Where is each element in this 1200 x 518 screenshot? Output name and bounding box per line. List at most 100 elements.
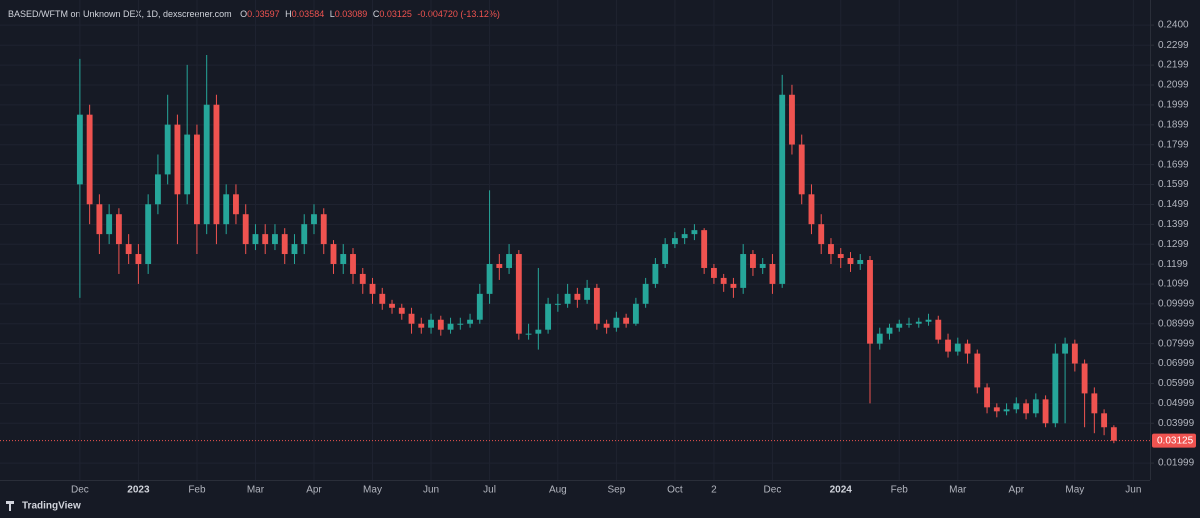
candle-body <box>320 214 327 245</box>
candle-body <box>623 317 630 324</box>
x-tick-label: Apr <box>1009 485 1025 496</box>
y-tick-label: 0.1499 <box>1158 199 1189 210</box>
candle-body <box>447 323 454 330</box>
candle-body <box>1062 343 1069 354</box>
candle-body <box>954 343 961 352</box>
candle-body <box>574 293 581 300</box>
candle-body <box>476 293 483 320</box>
candle-body <box>750 254 756 268</box>
y-tick-label: 0.1399 <box>1158 219 1189 230</box>
candle-body <box>145 204 152 264</box>
x-tick-label: Feb <box>891 485 909 496</box>
candle-body <box>584 287 591 300</box>
candle-body <box>1091 393 1098 414</box>
candle-body <box>379 293 386 304</box>
x-tick-label: 2 <box>711 485 717 496</box>
candle-body <box>867 260 873 344</box>
candle-body <box>1003 409 1010 412</box>
logo <box>6 501 14 511</box>
candle-body <box>876 333 883 344</box>
y-tick-label: 0.06999 <box>1158 358 1195 369</box>
candle-body <box>759 263 766 268</box>
candle-body <box>710 267 717 278</box>
y-tick-label: 0.05999 <box>1158 378 1195 389</box>
candle-body <box>252 234 259 245</box>
candle-body <box>418 323 425 328</box>
open-key: O <box>240 9 247 19</box>
candle-body <box>1081 363 1088 394</box>
high-value: 0.03584 <box>292 9 325 19</box>
candle-body <box>233 194 239 215</box>
candle-body <box>642 283 649 304</box>
candles <box>76 54 1117 444</box>
candle-body <box>506 254 513 268</box>
watermark: TradingView <box>22 501 81 512</box>
candle-body <box>691 230 698 235</box>
candle-body <box>701 230 708 268</box>
y-tick-label: 0.1899 <box>1158 119 1189 130</box>
candle-body <box>194 134 200 225</box>
candle-body <box>564 293 571 304</box>
candle-body <box>457 323 464 325</box>
candle-body <box>681 234 688 239</box>
y-tick-label: 0.08999 <box>1158 318 1195 329</box>
candle-body <box>223 194 230 225</box>
y-tick-label: 0.1799 <box>1158 139 1189 150</box>
y-tick-label: 0.2299 <box>1158 40 1189 51</box>
candle-body <box>135 254 142 264</box>
candle-body <box>1110 427 1117 441</box>
y-tick-label: 0.04999 <box>1158 398 1195 409</box>
y-tick-label: 0.1199 <box>1158 259 1188 270</box>
candle-body <box>828 244 834 255</box>
x-tick-label: May <box>1065 485 1084 496</box>
candle-body <box>554 303 561 305</box>
candle-body <box>974 353 981 388</box>
candle-body <box>603 323 610 328</box>
candle-body <box>798 144 805 195</box>
x-tick-label: Feb <box>188 485 206 496</box>
candle-body <box>398 307 405 314</box>
candle-body <box>291 244 298 255</box>
x-tick-label: Jun <box>423 485 439 496</box>
y-tick-label: 0.1099 <box>1158 279 1189 290</box>
close-key: C <box>373 9 380 19</box>
candle-body <box>164 124 171 175</box>
candle-body <box>389 303 395 308</box>
y-tick-label: 0.1699 <box>1158 159 1189 170</box>
y-tick-label: 0.1999 <box>1158 100 1189 111</box>
candle-body <box>359 273 366 284</box>
low-key: L <box>330 9 335 19</box>
candle-body <box>593 287 600 324</box>
candle-body <box>993 407 1000 412</box>
candle-body <box>1032 399 1039 414</box>
symbol: BASED/WFTM on Unknown DEX, 1D, dexscreen… <box>8 9 232 19</box>
candle-body <box>671 238 678 245</box>
candle-body <box>272 234 278 245</box>
y-tick-label: 0.03999 <box>1158 418 1195 429</box>
candle-body <box>515 254 522 334</box>
x-tick-label: Sep <box>607 485 625 496</box>
high-key: H <box>285 9 292 19</box>
y-tick-label: 0.2400 <box>1158 20 1189 31</box>
candle-body <box>467 319 473 324</box>
x-tick-label: Apr <box>306 485 322 496</box>
candle-body <box>408 313 415 324</box>
candle-body <box>428 319 434 328</box>
candle-body <box>496 263 503 268</box>
candle-body <box>340 254 347 264</box>
candle-body <box>535 329 542 334</box>
candle-body <box>613 317 620 328</box>
candle-body <box>906 323 912 325</box>
candle-body <box>174 124 181 195</box>
candle-body <box>125 244 132 255</box>
y-tick-label: 0.1599 <box>1158 179 1189 190</box>
candle-body <box>769 263 776 284</box>
candle-body <box>203 104 210 225</box>
x-tick-label: Mar <box>949 485 967 496</box>
candle-body <box>925 319 932 322</box>
x-tick-label: Dec <box>764 485 782 496</box>
candle-body <box>1071 343 1078 364</box>
header-text: BASED/WFTM on Unknown DEX, 1D, dexscreen… <box>8 9 500 19</box>
candle-body <box>106 214 113 235</box>
